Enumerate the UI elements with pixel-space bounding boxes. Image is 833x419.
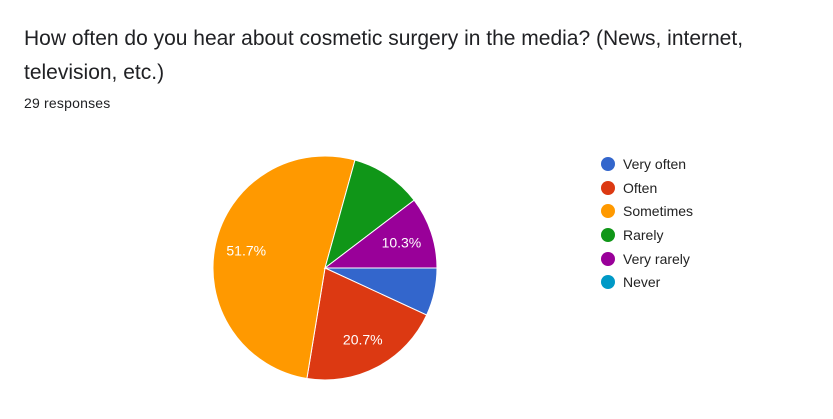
legend-item-very-often: Very often	[601, 152, 693, 176]
pie-slice-sometimes	[212, 155, 356, 380]
legend-label: Very rarely	[623, 250, 690, 267]
legend-item-never: Never	[601, 270, 693, 294]
data-label-very-rarely: 10.3%	[382, 234, 422, 250]
pie-slices	[212, 155, 438, 381]
legend-item-sometimes: Sometimes	[601, 199, 693, 223]
legend-label: Very often	[623, 155, 687, 172]
pie-data-labels: 20.7% 51.7% 10.3%	[226, 234, 421, 347]
chart-legend: Very often Often Sometimes Rarely Very rarel…	[601, 152, 693, 294]
legend-item-often: Often	[601, 176, 693, 200]
legend-swatch	[601, 204, 615, 219]
pie-slice-often	[306, 267, 428, 381]
legend-swatch	[601, 156, 615, 171]
legend-item-rarely: Rarely	[601, 223, 693, 247]
question-title: How often do you hear about cosmetic sur…	[24, 27, 744, 84]
legend-swatch	[601, 180, 615, 195]
data-label-often: 20.7%	[343, 331, 383, 347]
legend-swatch	[601, 251, 615, 266]
pie-slice-very-rarely	[323, 199, 438, 269]
data-label-sometimes: 51.7%	[226, 243, 266, 259]
legend-swatch	[601, 275, 615, 290]
legend-label: Often	[623, 179, 658, 196]
response-count: 29 responses	[24, 95, 111, 111]
legend-swatch	[601, 227, 615, 242]
legend-label: Sometimes	[623, 203, 694, 220]
legend-label: Rarely	[623, 226, 664, 243]
legend-item-very-rarely: Very rarely	[601, 247, 693, 271]
legend-label: Never	[623, 274, 661, 291]
pie-slice-rarely	[324, 159, 415, 270]
